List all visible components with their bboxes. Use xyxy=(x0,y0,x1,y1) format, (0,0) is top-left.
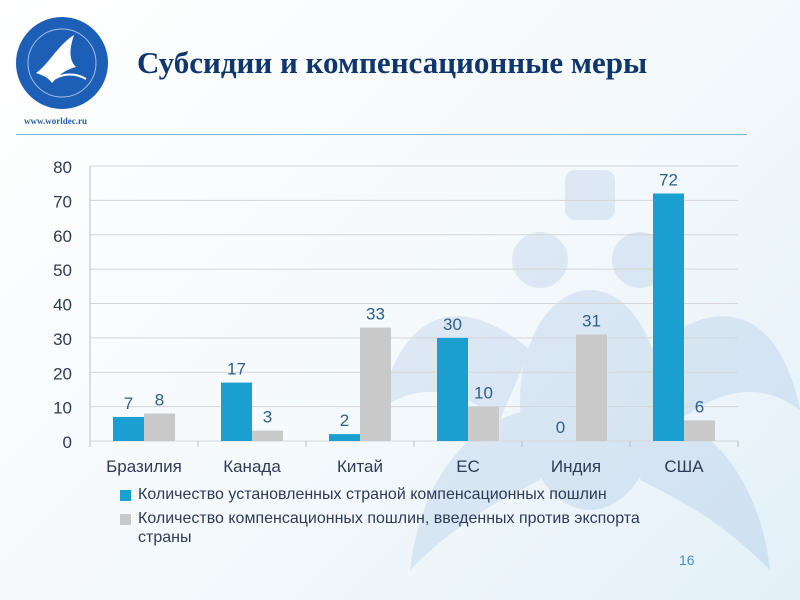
data-label-series2: 8 xyxy=(155,391,164,410)
legend-item-series1: Количество установленных страной компенс… xyxy=(120,485,680,504)
y-tick-label: 40 xyxy=(53,296,72,315)
bar-series2 xyxy=(144,413,175,441)
data-label-series2: 6 xyxy=(695,397,704,416)
bar-series1 xyxy=(221,382,252,441)
data-label-series1: 7 xyxy=(124,394,133,413)
legend-swatch-series1 xyxy=(120,490,131,501)
bar-series2 xyxy=(684,420,715,441)
data-label-series1: 72 xyxy=(659,171,678,190)
data-label-series1: 2 xyxy=(340,411,349,430)
chart-legend: Количество установленных страной компенс… xyxy=(120,485,680,552)
bar-series1 xyxy=(437,337,468,441)
page-number: 16 xyxy=(679,552,695,568)
x-tick-label: США xyxy=(664,457,704,476)
data-label-series2: 10 xyxy=(474,384,493,403)
y-tick-label: 60 xyxy=(53,227,72,246)
bar-series2 xyxy=(468,406,499,441)
university-bird-logo-icon xyxy=(16,17,108,109)
bar-series1 xyxy=(113,416,144,441)
bar-series2 xyxy=(252,430,283,441)
title-divider xyxy=(16,134,747,135)
legend-label-series2: Количество компенсационных пошлин, введе… xyxy=(138,510,640,546)
y-tick-label: 10 xyxy=(53,399,72,418)
y-tick-label: 0 xyxy=(63,433,72,452)
y-tick-label: 70 xyxy=(53,192,72,211)
bar-series2 xyxy=(576,334,607,441)
legend-swatch-series2 xyxy=(120,514,131,525)
data-label-series2: 33 xyxy=(366,305,385,324)
data-label-series1: 0 xyxy=(556,418,565,437)
bar-series1 xyxy=(653,193,684,441)
data-label-series2: 31 xyxy=(582,311,601,330)
y-tick-label: 80 xyxy=(53,158,72,177)
slide-title: Субсидии и компенсационные меры xyxy=(137,45,648,80)
bar-series2 xyxy=(360,327,391,441)
x-tick-label: Канада xyxy=(223,457,281,476)
y-tick-label: 20 xyxy=(53,364,72,383)
data-label-series1: 30 xyxy=(443,315,462,334)
data-label-series2: 3 xyxy=(263,408,272,427)
x-tick-label: Индия xyxy=(551,457,601,476)
double-headed-eagle-watermark-icon xyxy=(380,170,800,570)
legend-label-series1: Количество установленных страной компенс… xyxy=(138,486,607,503)
x-tick-label: ЕС xyxy=(456,457,480,476)
y-tick-label: 30 xyxy=(53,330,72,349)
y-tick-label: 50 xyxy=(53,261,72,280)
site-url[interactable]: www.worldec.ru xyxy=(24,116,87,126)
x-tick-label: Китай xyxy=(337,457,383,476)
x-tick-label: Бразилия xyxy=(106,457,182,476)
bar-series1 xyxy=(329,434,360,441)
legend-item-series2: Количество компенсационных пошлин, введе… xyxy=(120,509,680,547)
data-label-series1: 17 xyxy=(227,360,246,379)
